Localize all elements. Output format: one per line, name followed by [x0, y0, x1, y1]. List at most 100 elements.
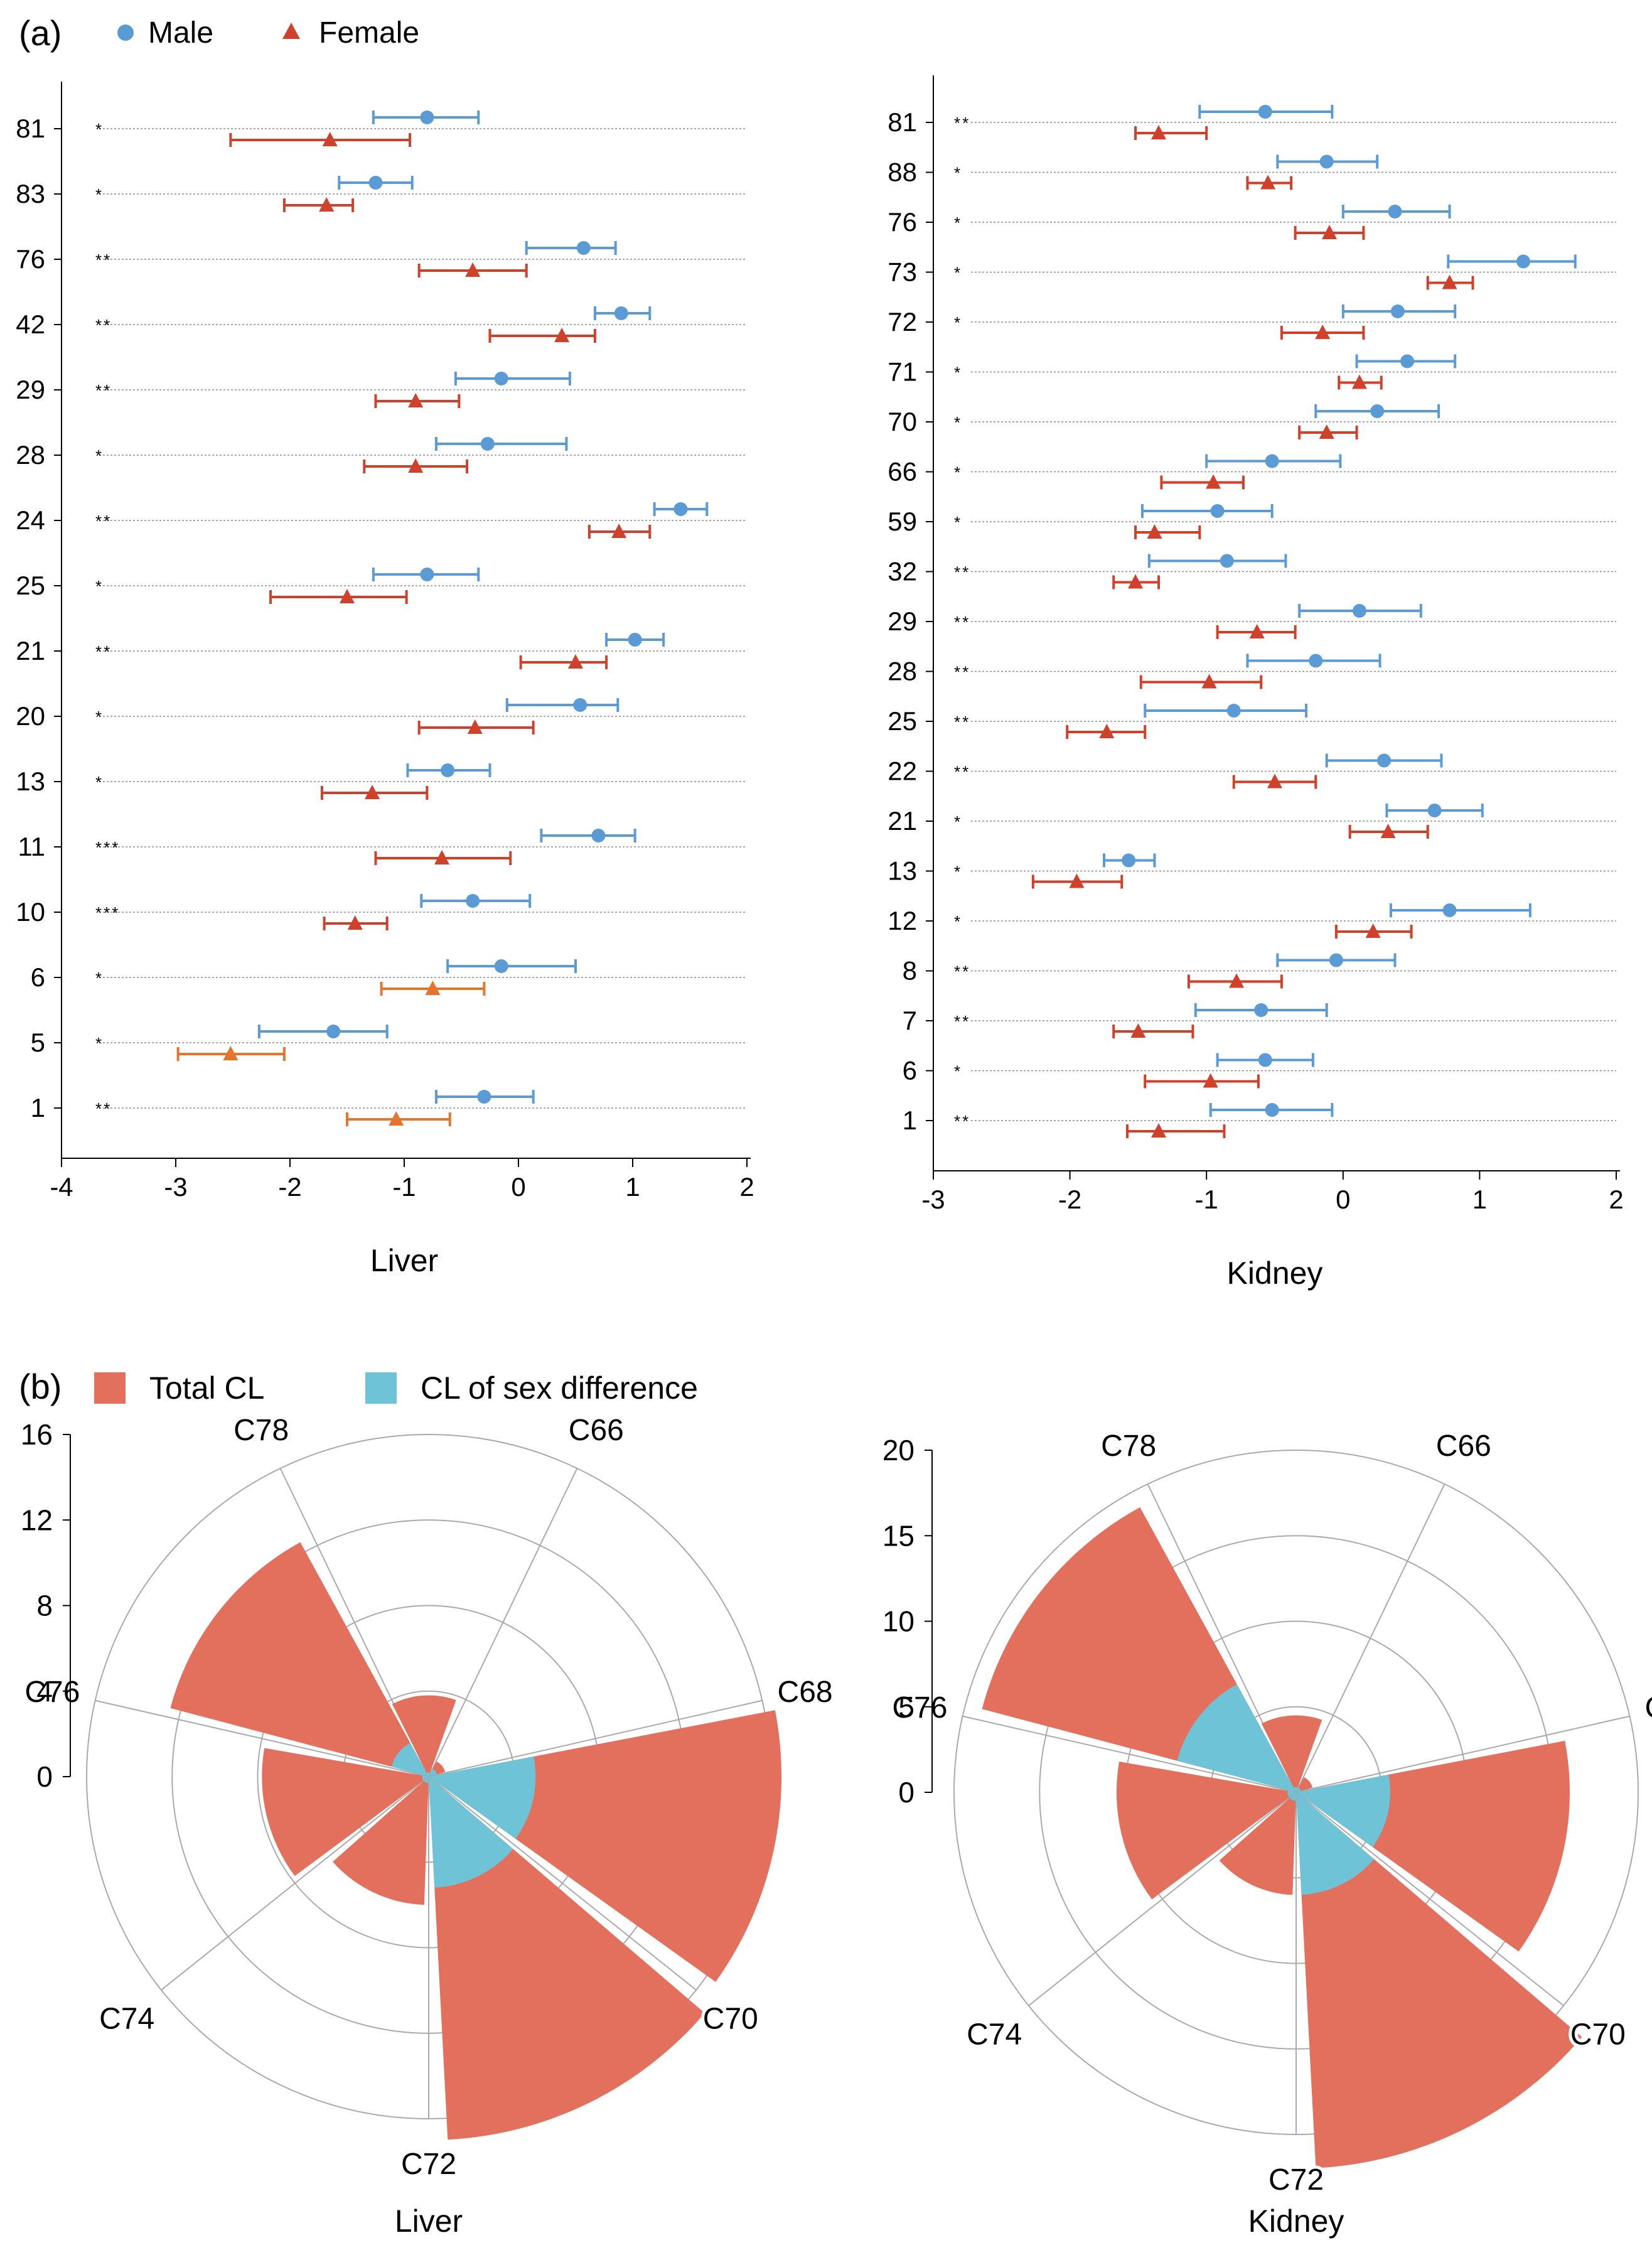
- y-tick-label: 13: [888, 856, 917, 886]
- female-point: [1380, 824, 1396, 838]
- male-point: [480, 437, 495, 451]
- female-point: [1151, 125, 1167, 139]
- significance-stars: *: [954, 513, 962, 532]
- female-point: [408, 393, 424, 407]
- y-tick-label: 24: [16, 505, 45, 535]
- female-point: [1315, 325, 1331, 339]
- female-point: [568, 654, 583, 669]
- sexdiff-cl-wedge: [422, 1775, 429, 1781]
- y-tick-label: 8: [903, 956, 917, 986]
- y-tick-label: 13: [16, 767, 45, 796]
- female-point: [340, 589, 355, 603]
- significance-stars: **: [954, 1112, 970, 1131]
- significance-stars: *: [954, 863, 962, 881]
- male-point: [420, 110, 434, 124]
- male-point: [1329, 953, 1343, 967]
- significance-stars: *: [95, 577, 104, 596]
- female-point: [319, 197, 335, 212]
- total-cl-wedge: [1116, 1762, 1296, 1900]
- female-point: [1147, 524, 1162, 539]
- category-label: C72: [401, 2148, 456, 2181]
- significance-stars: **: [95, 512, 112, 530]
- significance-stars: **: [95, 316, 112, 335]
- y-tick-label: 29: [888, 606, 917, 636]
- female-point: [1128, 574, 1144, 589]
- male-point: [1319, 154, 1334, 169]
- y-tick-label: 28: [16, 440, 45, 470]
- female-legend-marker: [282, 23, 300, 39]
- y-tick-label: 6: [31, 962, 45, 992]
- female-point: [434, 850, 450, 864]
- category-label: C68: [1645, 1691, 1652, 1725]
- significance-stars: *: [95, 120, 104, 139]
- y-tick-label: 42: [16, 309, 45, 339]
- significance-stars: *: [954, 1062, 962, 1081]
- category-label: C68: [778, 1676, 833, 1709]
- male-point: [1258, 1053, 1272, 1067]
- male-point: [494, 372, 508, 385]
- female-point: [408, 458, 424, 473]
- total-cl-wedge: [170, 1542, 429, 1777]
- sexdiff-legend-label: CL of sex difference: [421, 1370, 698, 1406]
- male-point: [614, 306, 628, 320]
- female-point: [1206, 474, 1221, 489]
- significance-stars: *: [95, 1034, 104, 1053]
- y-tick-label: 21: [16, 636, 45, 665]
- female-point: [425, 981, 441, 995]
- female-point: [1351, 374, 1367, 389]
- polar-spoke: [95, 1699, 429, 1777]
- female-point: [1201, 674, 1217, 689]
- male-point: [1427, 804, 1442, 817]
- polar-spoke: [1295, 1483, 1446, 1793]
- female-point: [1365, 923, 1381, 938]
- y-tick-label: 32: [888, 557, 917, 586]
- total-cl-legend-swatch: [94, 1372, 126, 1404]
- significance-stars: *: [95, 969, 104, 988]
- female-point: [347, 915, 363, 930]
- category-label: C70: [1570, 2018, 1626, 2051]
- significance-stars: *: [954, 313, 962, 332]
- significance-stars: *: [954, 463, 962, 482]
- y-tick-label: 22: [888, 756, 917, 786]
- male-point: [628, 633, 642, 647]
- sexdiff-cl-wedge: [1296, 1792, 1375, 1895]
- radial-tick-label: 8: [36, 1590, 53, 1622]
- total-cl-wedge: [1219, 1792, 1296, 1895]
- female-point: [1130, 1023, 1146, 1038]
- male-point: [1309, 654, 1323, 668]
- radial-tick-label: 16: [21, 1418, 53, 1451]
- male-point: [326, 1025, 341, 1038]
- x-tick-label: 1: [1472, 1185, 1487, 1214]
- panel-a-label: (a): [19, 13, 62, 53]
- y-tick-label: 10: [16, 897, 45, 927]
- female-point: [554, 328, 570, 342]
- y-tick-label: 25: [16, 571, 45, 600]
- male-point: [573, 698, 587, 712]
- female-point: [1442, 274, 1457, 289]
- polar-spoke: [1295, 1792, 1564, 2006]
- radial-tick-label: 5: [898, 1691, 914, 1723]
- male-point: [368, 176, 383, 190]
- radial-tick-label: 20: [882, 1434, 914, 1467]
- male-point: [1390, 304, 1405, 318]
- y-tick-label: 81: [16, 114, 45, 143]
- significance-stars: *: [95, 773, 104, 792]
- male-point: [441, 763, 455, 777]
- male-point: [1220, 554, 1234, 568]
- y-tick-label: 66: [888, 457, 917, 487]
- significance-stars: *: [95, 446, 104, 465]
- y-tick-label: 25: [888, 706, 917, 736]
- category-label: C70: [703, 2002, 758, 2035]
- male-point: [1377, 753, 1392, 768]
- male-point: [1388, 205, 1402, 218]
- significance-stars: **: [954, 114, 970, 132]
- polar-spoke: [428, 1699, 763, 1777]
- male-point: [1370, 404, 1385, 418]
- x-tick-label: -3: [164, 1172, 187, 1202]
- significance-stars: *: [954, 812, 962, 831]
- female-point: [1322, 225, 1338, 239]
- y-tick-label: 73: [888, 257, 917, 287]
- total-cl-wedge: [333, 1777, 429, 1905]
